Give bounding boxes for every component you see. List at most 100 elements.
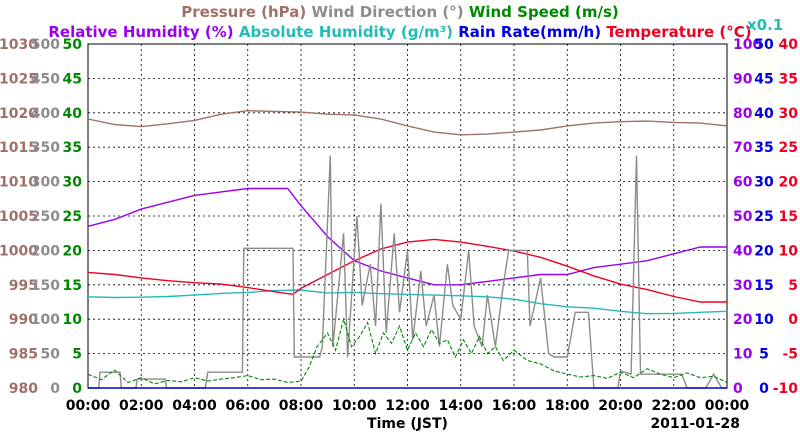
tick-rain-rate: 25 <box>754 209 773 225</box>
tick-wind-direction: 100 <box>31 312 60 328</box>
tick-wind-direction: 400 <box>31 106 60 122</box>
tick-rain-rate: 5 <box>759 347 769 363</box>
right-axis-ticks: 0102030405060708090100051015202530354045… <box>733 37 798 397</box>
tick-relative-humidity: 70 <box>733 140 753 156</box>
tick-temperature: 20 <box>779 175 799 191</box>
tick-pressure: 1010 <box>0 175 38 191</box>
tick-temperature: -5 <box>782 347 798 363</box>
tick-rain-rate: 10 <box>754 312 774 328</box>
tick-pressure: 995 <box>9 278 38 294</box>
tick-temperature: 0 <box>788 312 798 328</box>
legend-row-1: Pressure (hPa) Wind Direction (°) Wind S… <box>181 3 619 21</box>
series-wind-speed-m-s <box>87 317 728 385</box>
grid-lines <box>88 44 727 388</box>
tick-relative-humidity: 40 <box>733 243 753 259</box>
tick-pressure: 985 <box>9 347 38 363</box>
tick-wind-direction: 0 <box>50 381 60 397</box>
tick-temperature: 30 <box>779 106 799 122</box>
x-tick-label: 12:00 <box>385 398 430 414</box>
tick-wind-speed: 15 <box>63 278 82 294</box>
tick-wind-direction: 350 <box>31 140 60 156</box>
x-tick-label: 00:00 <box>66 398 111 414</box>
tick-wind-speed: 10 <box>63 312 83 328</box>
tick-pressure: 1000 <box>0 243 38 259</box>
x-tick-label: 10:00 <box>332 398 377 414</box>
legend-row2-text: Relative Humidity (%) Absolute Humidity … <box>48 23 751 41</box>
tick-temperature: 35 <box>779 71 798 87</box>
tick-temperature: -10 <box>773 381 799 397</box>
tick-relative-humidity: 10 <box>733 347 753 363</box>
tick-pressure: 1015 <box>0 140 38 156</box>
x-tick-label: 22:00 <box>651 398 696 414</box>
tick-temperature: 40 <box>779 37 799 53</box>
tick-pressure: 1005 <box>0 209 38 225</box>
x-tick-label: 08:00 <box>279 398 324 414</box>
x-axis-ticks: 00:00 02:00 04:00 06:00 08:00 10:00 12:00 14:00… <box>66 398 750 414</box>
tick-rain-rate: 20 <box>754 243 774 259</box>
x-tick-label: 18:00 <box>545 398 590 414</box>
tick-relative-humidity: 90 <box>733 71 753 87</box>
x-tick-label: 06:00 <box>225 398 270 414</box>
tick-wind-speed: 5 <box>72 347 82 363</box>
tick-pressure: 1020 <box>0 106 38 122</box>
legend-entry-absolute-humidity-g-m: Absolute Humidity (g/m³) <box>234 23 453 41</box>
legend-entry-relative-humidity: Relative Humidity (%) <box>48 23 233 41</box>
series-relative-humidity <box>87 187 727 286</box>
scale-note-label: x0.1 <box>747 16 783 34</box>
tick-pressure: 1025 <box>0 71 38 87</box>
legend-entry-pressure-hpa: Pressure (hPa) <box>181 3 306 21</box>
tick-wind-speed: 30 <box>63 175 83 191</box>
tick-wind-speed: 45 <box>63 71 82 87</box>
tick-pressure: 990 <box>9 312 38 328</box>
series-wind-direction <box>88 155 727 389</box>
x-tick-label: 20:00 <box>598 398 643 414</box>
tick-pressure: 980 <box>9 381 38 397</box>
tick-temperature: 10 <box>779 243 799 259</box>
tick-pressure: 1030 <box>0 37 38 53</box>
legend-row1-text: Pressure (hPa) Wind Direction (°) Wind S… <box>181 3 619 21</box>
x-tick-label: 16:00 <box>492 398 537 414</box>
tick-wind-speed: 35 <box>63 140 82 156</box>
tick-wind-speed: 40 <box>63 106 83 122</box>
x-tick-label: 14:00 <box>438 398 483 414</box>
legend-entry-wind-speed-m-s: Wind Speed (m/s) <box>464 3 619 21</box>
tick-wind-speed: 25 <box>63 209 82 225</box>
tick-wind-direction: 150 <box>31 278 60 294</box>
series-layer <box>87 109 728 389</box>
tick-relative-humidity: 50 <box>733 209 753 225</box>
tick-wind-speed: 0 <box>72 381 82 397</box>
x-tick-label: 02:00 <box>119 398 164 414</box>
tick-relative-humidity: 60 <box>733 175 753 191</box>
tick-rain-rate: 30 <box>754 175 774 191</box>
tick-relative-humidity: 100 <box>733 37 762 53</box>
tick-rain-rate: 0 <box>759 381 769 397</box>
legend-row-2: Relative Humidity (%) Absolute Humidity … <box>48 23 751 41</box>
x-axis-label: Time (JST) <box>367 416 448 432</box>
tick-rain-rate: 50 <box>754 37 774 53</box>
series-pressure-hpa <box>87 109 728 136</box>
tick-relative-humidity: 0 <box>733 381 743 397</box>
tick-rain-rate: 35 <box>754 140 773 156</box>
x-tick-label: 04:00 <box>172 398 217 414</box>
legend-entry-wind-direction: Wind Direction (°) <box>306 3 463 21</box>
tick-wind-direction: 50 <box>41 347 61 363</box>
x-tick-label: 00:00 <box>705 398 750 414</box>
tick-wind-speed: 20 <box>63 243 83 259</box>
tick-wind-direction: 250 <box>31 209 60 225</box>
legend-entry-rain-rate-mm-h: Rain Rate(mm/h) <box>453 23 601 41</box>
tick-rain-rate: 40 <box>754 106 774 122</box>
tick-relative-humidity: 80 <box>733 106 753 122</box>
tick-temperature: 25 <box>779 140 798 156</box>
tick-wind-speed: 50 <box>63 37 83 53</box>
date-label: 2011-01-28 <box>650 416 740 432</box>
tick-wind-direction: 200 <box>31 243 60 259</box>
tick-rain-rate: 15 <box>754 278 773 294</box>
tick-wind-direction: 300 <box>31 175 60 191</box>
tick-wind-direction: 450 <box>31 71 60 87</box>
series-temperature-c <box>87 238 727 303</box>
legend-entry-temperature-c: Temperature (°C) <box>601 23 752 41</box>
tick-temperature: 5 <box>788 278 798 294</box>
tick-wind-direction: 500 <box>31 37 60 53</box>
tick-relative-humidity: 30 <box>733 278 753 294</box>
